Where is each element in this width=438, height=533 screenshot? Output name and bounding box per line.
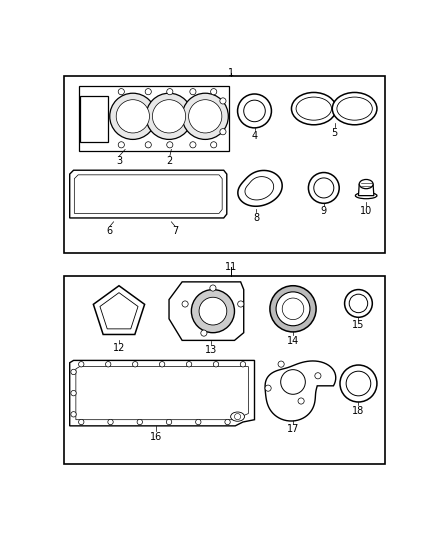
Text: 14: 14 [287, 336, 299, 346]
Circle shape [118, 142, 124, 148]
Text: 10: 10 [360, 206, 372, 216]
Circle shape [238, 301, 244, 307]
Circle shape [298, 398, 304, 404]
Circle shape [240, 361, 246, 367]
Circle shape [146, 93, 192, 140]
Ellipse shape [359, 180, 373, 189]
Circle shape [308, 173, 339, 203]
Text: 9: 9 [321, 206, 327, 216]
Text: 4: 4 [251, 131, 258, 141]
Ellipse shape [337, 97, 372, 120]
Circle shape [191, 289, 234, 333]
Circle shape [211, 88, 217, 95]
Circle shape [282, 298, 304, 320]
Circle shape [211, 142, 217, 148]
Polygon shape [74, 175, 222, 213]
Ellipse shape [231, 412, 244, 421]
Circle shape [270, 286, 316, 332]
Text: 15: 15 [352, 320, 365, 330]
Circle shape [190, 88, 196, 95]
Text: 5: 5 [332, 128, 338, 138]
Polygon shape [93, 286, 145, 335]
Circle shape [201, 330, 207, 336]
Ellipse shape [332, 92, 377, 125]
Circle shape [118, 88, 124, 95]
Polygon shape [70, 360, 254, 426]
Circle shape [244, 100, 265, 122]
Circle shape [137, 419, 142, 425]
Circle shape [116, 100, 149, 133]
Polygon shape [64, 76, 385, 253]
Circle shape [220, 128, 226, 135]
Circle shape [78, 419, 84, 425]
Circle shape [349, 294, 367, 313]
Circle shape [220, 98, 226, 104]
Text: 17: 17 [287, 424, 299, 434]
Circle shape [71, 391, 76, 396]
Circle shape [225, 419, 230, 425]
Polygon shape [79, 85, 229, 151]
Circle shape [182, 93, 228, 140]
Circle shape [196, 419, 201, 425]
Circle shape [265, 385, 271, 391]
Text: 13: 13 [205, 345, 218, 355]
Circle shape [106, 361, 111, 367]
Circle shape [152, 100, 186, 133]
Circle shape [340, 365, 377, 402]
Circle shape [213, 361, 219, 367]
Circle shape [314, 178, 334, 198]
Text: 6: 6 [107, 227, 113, 237]
Circle shape [108, 419, 113, 425]
Circle shape [110, 93, 156, 140]
Circle shape [237, 94, 272, 128]
Ellipse shape [296, 97, 332, 120]
Circle shape [281, 370, 305, 394]
Circle shape [186, 361, 192, 367]
Ellipse shape [355, 192, 377, 199]
Circle shape [159, 361, 165, 367]
Text: 11: 11 [225, 262, 237, 272]
Ellipse shape [291, 92, 336, 125]
Text: 12: 12 [113, 343, 125, 353]
Text: 1: 1 [228, 68, 234, 78]
Text: 3: 3 [116, 156, 122, 166]
Polygon shape [76, 367, 248, 419]
Polygon shape [358, 184, 374, 196]
Polygon shape [265, 361, 336, 421]
Polygon shape [100, 293, 138, 329]
Polygon shape [64, 276, 385, 464]
Text: 16: 16 [150, 432, 162, 442]
Circle shape [315, 373, 321, 379]
Circle shape [190, 142, 196, 148]
Circle shape [71, 369, 76, 375]
Polygon shape [245, 176, 274, 200]
Circle shape [145, 142, 151, 148]
Circle shape [167, 88, 173, 95]
Circle shape [71, 411, 76, 417]
Polygon shape [238, 171, 282, 206]
Polygon shape [169, 282, 244, 341]
Polygon shape [70, 170, 227, 218]
Text: 2: 2 [167, 156, 173, 166]
Circle shape [345, 289, 372, 317]
Text: 8: 8 [253, 213, 259, 223]
Circle shape [145, 88, 151, 95]
Circle shape [182, 301, 188, 307]
Polygon shape [81, 95, 108, 142]
Circle shape [167, 142, 173, 148]
Circle shape [189, 100, 222, 133]
Text: 7: 7 [172, 227, 178, 237]
Circle shape [78, 361, 84, 367]
Circle shape [166, 419, 172, 425]
Circle shape [210, 285, 216, 291]
Text: 18: 18 [352, 406, 364, 416]
Circle shape [278, 361, 284, 367]
Circle shape [132, 361, 138, 367]
Circle shape [276, 292, 310, 326]
Circle shape [346, 371, 371, 396]
Circle shape [199, 297, 227, 325]
Circle shape [234, 414, 240, 419]
